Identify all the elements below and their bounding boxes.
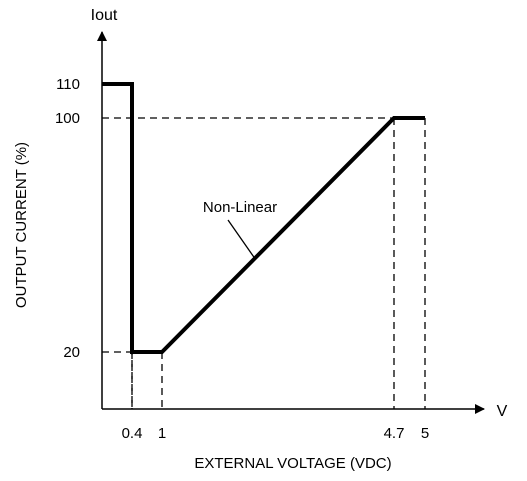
x-tick-label: 1 bbox=[158, 425, 166, 442]
annotation-label: Non-Linear bbox=[203, 199, 277, 216]
x-axis-title: EXTERNAL VOLTAGE (VDC) bbox=[194, 455, 391, 472]
guide-lines bbox=[102, 84, 426, 409]
x-tick-label: 5 bbox=[421, 425, 429, 442]
x-tick-labels: 0.4 1 4.7 5 bbox=[122, 425, 430, 442]
x-tick-label: 0.4 bbox=[122, 425, 143, 442]
y-tick-label: 100 bbox=[55, 110, 80, 127]
x-tick-label: 4.7 bbox=[384, 425, 405, 442]
y-axis-end-label: Iout bbox=[91, 7, 118, 24]
x-axis-end-label: V bbox=[497, 403, 508, 420]
y-axis-title: OUTPUT CURRENT (%) bbox=[13, 142, 30, 308]
annotations: Non-Linear bbox=[203, 199, 277, 259]
annotation-leader bbox=[227, 219, 256, 259]
y-tick-label: 20 bbox=[63, 344, 80, 361]
y-tick-label: 110 bbox=[56, 76, 80, 93]
series-group bbox=[102, 82, 425, 354]
y-tick-labels: 20 100 110 bbox=[55, 76, 80, 361]
series-line bbox=[102, 82, 425, 354]
